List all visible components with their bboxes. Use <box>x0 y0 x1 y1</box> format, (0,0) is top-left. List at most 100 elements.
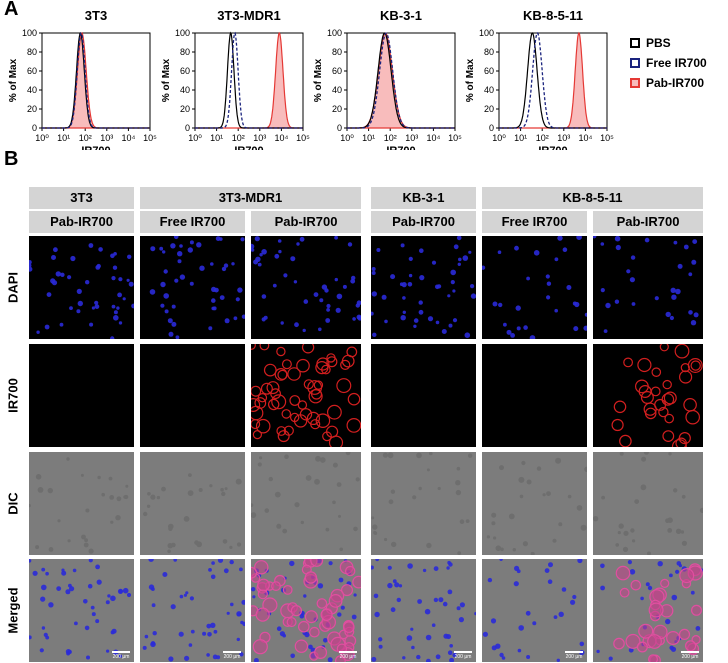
micrograph-dapi-3 <box>251 236 361 339</box>
legend-swatch-pbs <box>630 38 640 48</box>
panel-b-letter: B <box>4 148 19 170</box>
scale-bar-label: 200 μm <box>565 654 583 660</box>
scale-bar-line <box>454 651 472 653</box>
legend-swatch-pab-ir700 <box>630 78 640 88</box>
x-tick-label: 10³ <box>100 133 113 143</box>
series-pab-ir700 <box>499 31 607 129</box>
scale-bar-line <box>681 651 699 653</box>
micrograph-ir700-4 <box>371 344 476 447</box>
x-tick-label: 10¹ <box>210 133 223 143</box>
x-tick-label: 10² <box>384 133 397 143</box>
x-axis-label: IR700 <box>538 145 567 150</box>
y-tick-label: 80 <box>180 47 190 57</box>
scale-bar: 200 μm <box>339 651 357 660</box>
y-tick-label: 100 <box>479 28 494 38</box>
series-pab-ir700 <box>195 31 303 129</box>
y-tick-label: 20 <box>180 104 190 114</box>
header-treatment-6: Pab-IR700 <box>593 211 703 233</box>
histogram-title: KB-8-5-11 <box>523 8 583 23</box>
micrograph-ir700-1 <box>29 344 134 447</box>
scale-bar-label: 200 μm <box>681 654 699 660</box>
x-tick-label: 10⁰ <box>492 133 506 143</box>
y-tick-label: 20 <box>332 104 342 114</box>
x-tick-label: 10² <box>536 133 549 143</box>
histogram-title: KB-3-1 <box>380 8 422 23</box>
x-tick-label: 10⁴ <box>274 133 288 143</box>
series-pab-ir700 <box>347 32 455 129</box>
panel-a-letter: A <box>4 0 19 20</box>
row-label-dapi: DAPI <box>5 271 21 304</box>
micrograph-merged-1: 200 μm <box>29 559 134 662</box>
row-label-ir700: IR700 <box>5 378 21 413</box>
micrograph-ir700-2 <box>140 344 245 447</box>
series-free-ir700 <box>347 32 455 129</box>
scale-bar-label: 200 μm <box>454 654 472 660</box>
y-axis-label: % of Max <box>313 58 324 102</box>
header-treatment-2: Free IR700 <box>140 211 245 233</box>
y-tick-label: 100 <box>22 28 37 38</box>
series-free-ir700 <box>42 32 150 129</box>
legend-label-free-ir700: Free IR700 <box>646 56 707 70</box>
y-tick-label: 40 <box>484 85 494 95</box>
x-axis-label: IR700 <box>386 145 415 150</box>
scale-bar: 200 μm <box>565 651 583 660</box>
y-tick-label: 60 <box>484 66 494 76</box>
plot-frame <box>498 32 608 129</box>
header-cell-line-kb-8-5-11: KB-8-5-11 <box>482 187 703 209</box>
micrograph-ir700-6 <box>593 344 703 447</box>
micrograph-merged-2: 200 μm <box>140 559 245 662</box>
legend-label-pab-ir700: Pab-IR700 <box>646 76 705 90</box>
header-treatment-1: Pab-IR700 <box>29 211 134 233</box>
micrograph-dic-4 <box>371 452 476 555</box>
series-pbs <box>347 32 455 129</box>
micrograph-dic-2 <box>140 452 245 555</box>
x-tick-label: 10² <box>79 133 92 143</box>
x-tick-label: 10⁰ <box>340 133 354 143</box>
x-tick-label: 10⁵ <box>143 133 157 143</box>
y-tick-label: 40 <box>332 85 342 95</box>
series-pbs <box>499 32 607 129</box>
y-tick-label: 60 <box>332 66 342 76</box>
micrograph-dapi-6 <box>593 236 703 339</box>
y-axis-label: % of Max <box>465 58 476 102</box>
scale-bar-line <box>112 651 130 653</box>
x-axis-label: IR700 <box>81 145 110 150</box>
micrograph-merged-5: 200 μm <box>482 559 587 662</box>
row-label-merged: Merged <box>5 587 21 634</box>
y-tick-label: 0 <box>185 123 190 133</box>
x-tick-label: 10⁵ <box>448 133 462 143</box>
x-tick-label: 10⁴ <box>121 133 135 143</box>
header-treatment-5: Free IR700 <box>482 211 587 233</box>
micrograph-dapi-2 <box>140 236 245 339</box>
micrograph-dic-6 <box>593 452 703 555</box>
micrograph-ir700-5 <box>482 344 587 447</box>
legend-label-pbs: PBS <box>646 36 671 50</box>
y-tick-label: 80 <box>332 47 342 57</box>
series-pab-ir700 <box>42 32 150 129</box>
y-tick-label: 0 <box>32 123 37 133</box>
scale-bar-line <box>223 651 241 653</box>
y-tick-label: 0 <box>489 123 494 133</box>
x-tick-label: 10³ <box>557 133 570 143</box>
scale-bar: 200 μm <box>681 651 699 660</box>
header-cell-line-3t3-mdr1: 3T3-MDR1 <box>140 187 361 209</box>
y-tick-label: 0 <box>337 123 342 133</box>
series-free-ir700 <box>195 31 303 129</box>
histogram-row: 3T3 0 20 40 60 80 100 % of Max 10⁰ 10¹ 10² 10³ 10⁴ 10… <box>8 8 614 150</box>
plot-frame <box>41 32 151 129</box>
header-cell-line-3t3: 3T3 <box>29 187 134 209</box>
y-axis-label: % of Max <box>8 58 19 102</box>
micrograph-dic-5 <box>482 452 587 555</box>
y-tick-label: 40 <box>27 85 37 95</box>
x-tick-label: 10⁴ <box>426 133 440 143</box>
x-tick-label: 10¹ <box>362 133 375 143</box>
legend-item-pab-ir700: Pab-IR700 <box>630 76 704 90</box>
x-tick-label: 10⁵ <box>296 133 310 143</box>
y-tick-label: 60 <box>180 66 190 76</box>
y-tick-label: 100 <box>175 28 190 38</box>
scale-bar: 200 μm <box>454 651 472 660</box>
scale-bar-label: 200 μm <box>112 654 130 660</box>
scale-bar-line <box>339 651 357 653</box>
histogram-title: 3T3 <box>85 8 107 23</box>
micrograph-dic-1 <box>29 452 134 555</box>
